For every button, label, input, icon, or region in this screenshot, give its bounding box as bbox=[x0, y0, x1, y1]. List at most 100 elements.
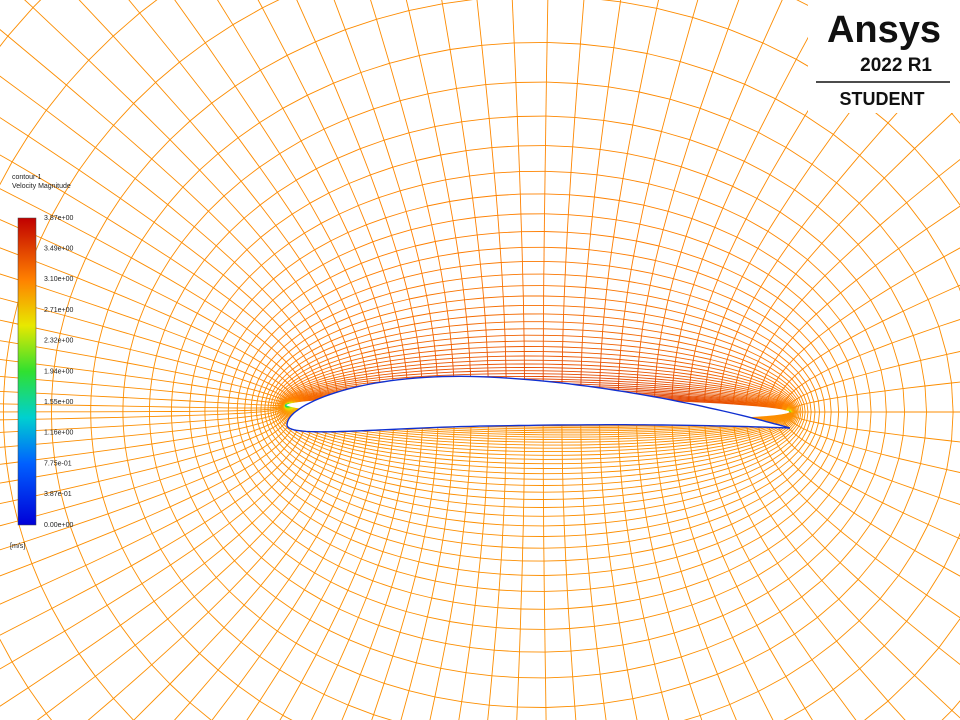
mesh-edge bbox=[275, 438, 280, 444]
mesh-edge bbox=[679, 335, 698, 341]
mesh-edge bbox=[723, 316, 741, 326]
mesh-edge bbox=[309, 493, 322, 501]
mesh-edge bbox=[333, 437, 344, 441]
mesh-edge bbox=[365, 365, 378, 369]
mesh-edge bbox=[710, 359, 727, 364]
mesh-edge bbox=[767, 370, 779, 378]
mesh-edge bbox=[421, 548, 441, 553]
mesh-edge bbox=[431, 318, 449, 322]
mesh-edge bbox=[676, 352, 695, 357]
mesh-edge bbox=[295, 391, 301, 395]
mesh-edge bbox=[758, 396, 769, 400]
mesh-edge bbox=[706, 437, 722, 441]
mesh-edge bbox=[641, 483, 661, 487]
mesh-edge bbox=[652, 273, 674, 280]
mesh-edge bbox=[279, 395, 282, 399]
mesh-edge bbox=[709, 455, 726, 460]
mesh-edge bbox=[667, 517, 688, 524]
mesh-edge bbox=[785, 420, 792, 426]
mesh-edge bbox=[451, 342, 469, 345]
mesh-edge bbox=[271, 326, 281, 335]
mesh-edge bbox=[282, 94, 308, 109]
mesh-edge bbox=[829, 398, 832, 413]
mesh-edge bbox=[714, 344, 731, 351]
mesh-edge bbox=[292, 364, 300, 370]
mesh-edge bbox=[648, 632, 675, 641]
mesh-edge bbox=[705, 392, 721, 396]
mesh-edge bbox=[543, 285, 565, 287]
mesh-edge bbox=[850, 337, 861, 356]
mesh-edge bbox=[906, 202, 927, 230]
mesh-edge bbox=[739, 447, 753, 453]
mesh-edge bbox=[673, 447, 691, 451]
mesh-edge bbox=[696, 345, 714, 351]
mesh-edge bbox=[418, 345, 435, 349]
mesh-edge bbox=[326, 383, 336, 387]
mesh-edge bbox=[776, 419, 784, 423]
mesh-edge bbox=[627, 526, 649, 531]
mesh-edge bbox=[683, 715, 701, 720]
mesh-edge bbox=[281, 301, 293, 311]
mesh-edge bbox=[32, 0, 42, 8]
mesh-edge bbox=[452, 601, 476, 606]
mesh-edge bbox=[335, 467, 347, 473]
mesh-edge bbox=[301, 393, 308, 396]
mesh-edge bbox=[51, 380, 54, 394]
mesh-edge bbox=[809, 433, 816, 445]
mesh-edge bbox=[90, 427, 93, 440]
mesh-edge bbox=[758, 393, 770, 398]
mesh-edge bbox=[289, 396, 294, 399]
mesh-edge bbox=[169, 302, 178, 317]
mesh-edge bbox=[656, 369, 675, 373]
mesh-edge bbox=[133, 487, 140, 503]
mesh-edge bbox=[774, 380, 777, 384]
mesh-edge bbox=[760, 356, 773, 365]
mesh-edge bbox=[798, 441, 806, 452]
mesh-edge bbox=[285, 553, 300, 564]
mesh-edge bbox=[924, 411, 927, 439]
mesh-edge bbox=[788, 404, 790, 406]
mesh-edge bbox=[766, 374, 777, 381]
mesh-edge bbox=[760, 432, 772, 437]
mesh-edge bbox=[442, 0, 473, 5]
mesh-edge bbox=[309, 432, 317, 437]
mesh-edge bbox=[581, 462, 601, 464]
mesh-edge bbox=[689, 139, 718, 151]
mesh-edge bbox=[660, 480, 679, 485]
mesh-edge bbox=[484, 513, 504, 516]
mesh-edge bbox=[324, 322, 337, 329]
mesh-edge bbox=[581, 374, 601, 376]
mesh-edge bbox=[562, 370, 582, 373]
mesh-edge bbox=[951, 382, 954, 413]
mesh-edge bbox=[723, 445, 738, 450]
mesh-edge bbox=[283, 531, 296, 541]
mesh-edge bbox=[665, 308, 686, 315]
mesh-edge bbox=[672, 432, 690, 435]
mesh-edge bbox=[801, 580, 823, 598]
mesh-edge bbox=[828, 440, 835, 455]
mesh-edge bbox=[405, 364, 421, 367]
mesh-edge bbox=[733, 402, 747, 405]
mesh-edge bbox=[362, 508, 378, 515]
mesh-edge bbox=[312, 386, 320, 390]
mesh-edge bbox=[355, 378, 368, 382]
mesh-edge bbox=[291, 438, 298, 444]
mesh-edge bbox=[545, 705, 575, 708]
mesh-edge bbox=[792, 337, 805, 350]
mesh-edge bbox=[229, 522, 240, 536]
mesh-edge bbox=[810, 342, 822, 357]
mesh-edge bbox=[801, 288, 813, 301]
mesh-edge bbox=[672, 430, 690, 433]
mesh-edge bbox=[138, 502, 146, 519]
mesh-edge bbox=[271, 502, 282, 513]
mesh-edge bbox=[291, 202, 311, 215]
mesh-edge bbox=[636, 430, 655, 433]
mesh-edge bbox=[906, 175, 940, 204]
mesh-edge bbox=[587, 556, 610, 560]
mesh-edge bbox=[330, 269, 346, 279]
mesh-edge bbox=[378, 446, 392, 450]
mesh-edge bbox=[637, 381, 656, 385]
mesh-edge bbox=[277, 429, 282, 435]
mesh-edge bbox=[486, 471, 506, 474]
mesh-edge bbox=[66, 59, 90, 86]
